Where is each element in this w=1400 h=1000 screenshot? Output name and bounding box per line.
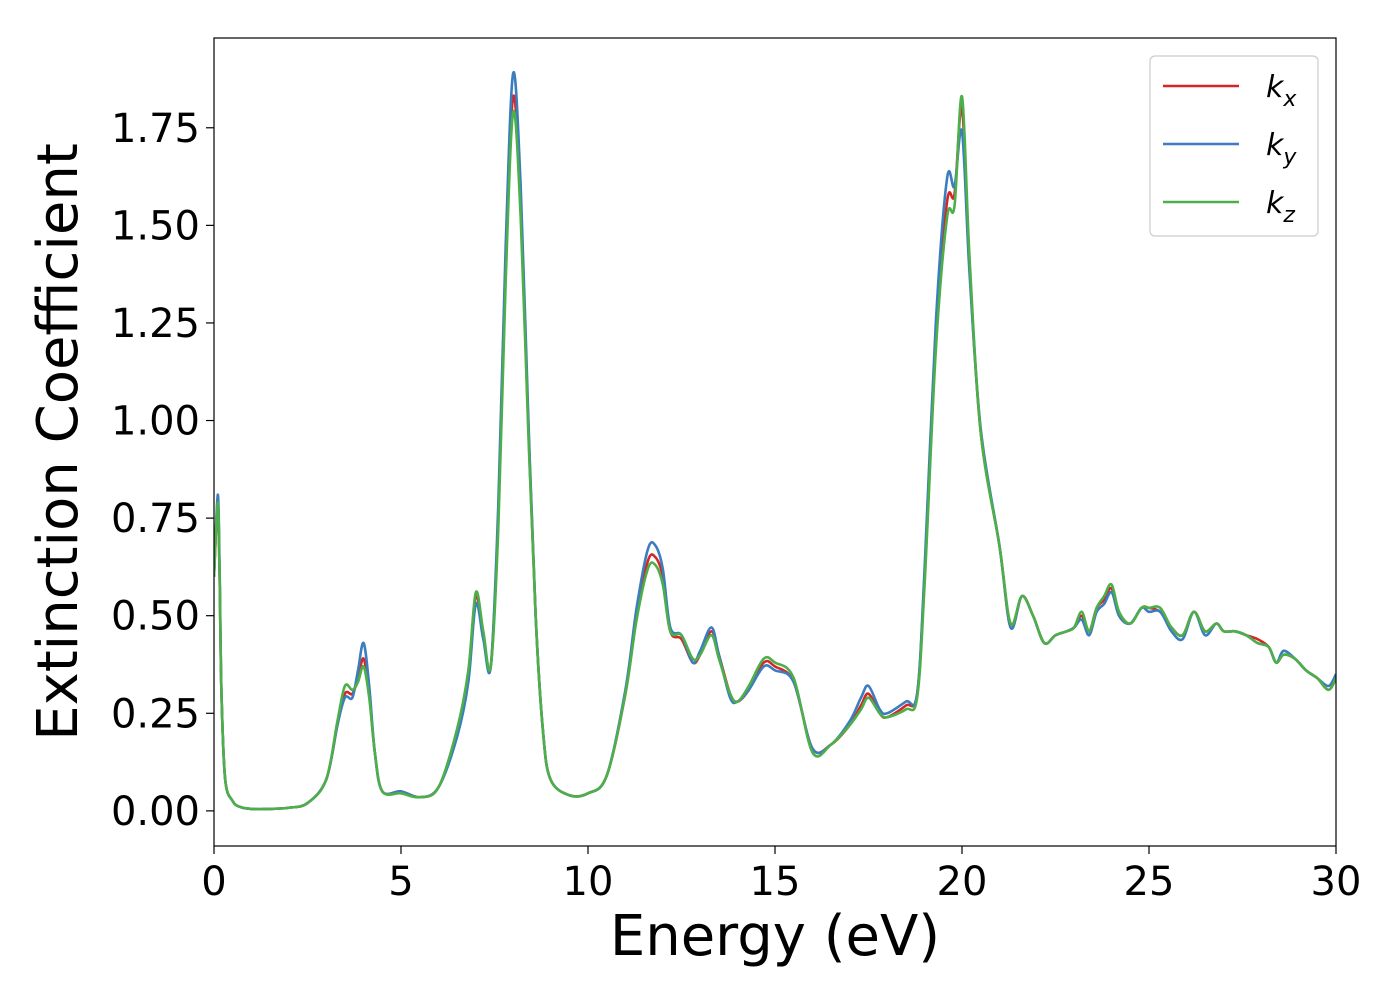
y-tick-label: 0.25 (111, 691, 200, 737)
y-axis-label: Extinction Coefficient (26, 143, 91, 741)
y-tick-label: 1.00 (111, 399, 200, 445)
x-tick-label: 30 (1311, 859, 1362, 905)
x-tick-label: 25 (1124, 859, 1175, 905)
x-tick-label: 10 (563, 859, 614, 905)
x-tick-label: 5 (388, 859, 413, 905)
x-axis-ticks: 0 5 10 15 20 25 30 (201, 846, 1361, 905)
x-tick-label: 20 (937, 859, 988, 905)
x-axis-label: Energy (eV) (610, 904, 940, 969)
y-tick-label: 1.50 (111, 203, 200, 249)
legend-box (1149, 55, 1319, 237)
y-tick-label: 1.25 (111, 301, 200, 347)
y-tick-label: 1.75 (111, 106, 200, 152)
y-axis-ticks: 0.00 0.25 0.50 0.75 1.00 1.25 1.50 1.75 (111, 106, 214, 835)
x-tick-label: 0 (201, 859, 226, 905)
y-tick-label: 0.50 (111, 594, 200, 640)
legend-label-kz: kz (1266, 186, 1295, 228)
legend-label-ky: ky (1266, 128, 1297, 170)
series-line-kz (214, 95, 1336, 811)
y-tick-label: 0.75 (111, 496, 200, 542)
x-tick-label: 15 (750, 859, 801, 905)
legend-label-kx: kx (1266, 70, 1297, 112)
series-lines (214, 70, 1336, 811)
legend: kx ky kz (1149, 55, 1319, 237)
y-tick-label: 0.00 (111, 789, 200, 835)
